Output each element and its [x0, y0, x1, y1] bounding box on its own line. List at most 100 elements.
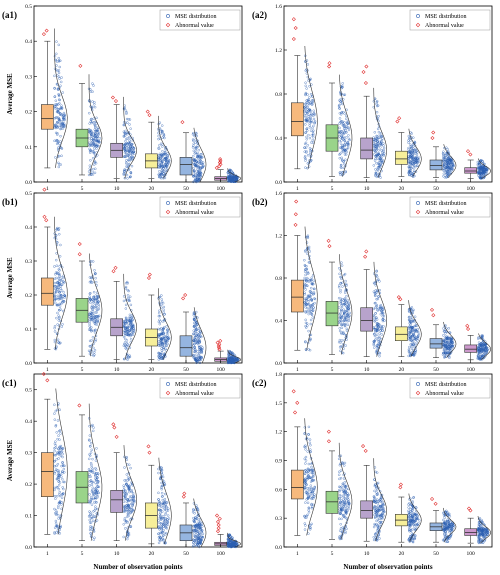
mse-dot [127, 158, 130, 162]
mse-dot [380, 143, 384, 146]
mse-dot [93, 269, 96, 272]
mse-dot [193, 152, 196, 155]
mse-dot [307, 98, 310, 101]
mse-dot [305, 151, 308, 154]
mse-dot [126, 294, 130, 297]
mse-dot [451, 160, 454, 164]
y-tick-label: 0.4 [25, 225, 32, 231]
mse-dot [123, 104, 126, 107]
x-tick-label: 5 [81, 186, 84, 192]
mse-dot [199, 167, 202, 170]
mse-dot [56, 111, 60, 114]
mse-dot [61, 452, 64, 456]
abnormal-marker [147, 113, 152, 118]
plot-frame [283, 373, 493, 548]
mse-dot [307, 165, 311, 168]
mse-dot [230, 169, 233, 173]
mse-dot [63, 125, 66, 128]
abnormal-marker [465, 149, 471, 154]
abnormal-marker [216, 526, 221, 531]
abnormal-marker [110, 95, 115, 100]
mse-dot [346, 143, 350, 146]
y-tick-label: 0.0 [25, 180, 32, 186]
mse-dot [304, 501, 307, 504]
mse-dot [445, 159, 448, 162]
mse-dot [310, 141, 313, 144]
mse-dot [94, 505, 97, 508]
mse-dot [58, 98, 61, 101]
mse-dot [201, 532, 205, 535]
mse-dot [59, 163, 62, 166]
mse-dot [160, 294, 163, 297]
mse-dot [306, 105, 309, 108]
mse-dot [201, 525, 204, 528]
mse-dot [339, 146, 342, 149]
mse-dot [122, 535, 125, 539]
mse-dot [54, 522, 58, 525]
mse-dot [340, 159, 344, 162]
mse-dot [195, 147, 198, 150]
abnormal-marker [291, 36, 296, 42]
mse-dot [159, 159, 162, 162]
mse-dot [58, 490, 61, 494]
mse-dot [93, 353, 96, 356]
panel-c2: (c2)0.00.30.60.91.21.51.81 5 10 20 50 100Numb… [252, 372, 493, 571]
mse-dot [310, 120, 314, 124]
mse-dot [443, 160, 446, 163]
mse-dot [347, 134, 350, 137]
abnormal-marker [45, 378, 50, 383]
mse-dot [131, 145, 134, 149]
mse-dot [55, 64, 58, 67]
mse-dot [56, 140, 60, 143]
mse-dot [126, 512, 129, 516]
mse-dot [447, 161, 450, 164]
mse-dot [198, 172, 201, 176]
mse-dot [415, 156, 419, 159]
mse-dot [53, 526, 57, 529]
mse-dot [59, 243, 62, 247]
mse-dot [447, 156, 451, 159]
mse-dot [377, 152, 380, 155]
mse-dot [304, 84, 307, 87]
mse-dot [372, 307, 376, 311]
mse-dot [122, 486, 126, 489]
mse-dot [57, 60, 61, 63]
mse-dot [197, 148, 200, 152]
mse-dot [123, 151, 127, 154]
mse-dot [93, 120, 96, 124]
mse-dot [347, 317, 351, 320]
mse-dot [58, 77, 61, 80]
mse-dot [61, 91, 64, 94]
mse-dot [161, 320, 165, 323]
mse-dot [54, 470, 57, 473]
abnormal-marker [146, 444, 151, 449]
mse-dot [88, 320, 91, 324]
mse-dot [53, 325, 57, 328]
mse-dot [165, 157, 168, 160]
mse-dot [306, 167, 309, 170]
mse-dot [54, 497, 57, 500]
panel-label: (b2) [252, 197, 268, 207]
mse-dot [122, 523, 125, 526]
mse-dot [53, 338, 56, 342]
mse-dot [58, 98, 61, 102]
mse-dot [160, 130, 164, 134]
mse-dot [56, 338, 60, 341]
mse-dot [157, 173, 160, 176]
mse-dot [90, 129, 93, 133]
mse-dot [89, 442, 93, 445]
mse-dot [59, 127, 63, 130]
mse-dot [415, 164, 419, 167]
mse-dot [161, 498, 164, 502]
mse-dot [123, 341, 127, 344]
mse-dot [312, 292, 316, 295]
legend-abnormal-label: Abnormal value [175, 391, 214, 397]
mse-dot [340, 156, 343, 160]
mse-dot [373, 131, 376, 134]
mse-dot [157, 137, 160, 141]
mse-dot [409, 154, 412, 158]
mse-dot [408, 345, 411, 349]
abnormal-marker [114, 434, 119, 439]
plot-frame [33, 373, 243, 548]
mse-dot [89, 90, 93, 93]
